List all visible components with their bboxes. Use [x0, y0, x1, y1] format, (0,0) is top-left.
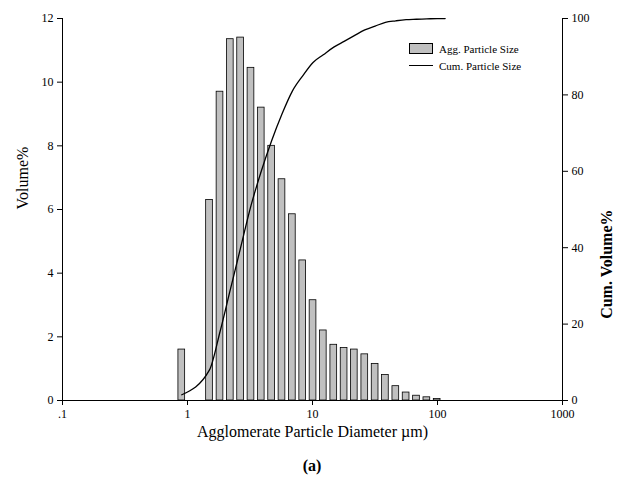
html-text:Agg. Particle Size: Agg. Particle Size [439, 42, 519, 55]
svg-text:20: 20 [572, 317, 584, 331]
svg-text:80: 80 [572, 88, 584, 102]
svg-text:2: 2 [48, 330, 54, 344]
svg-text:1: 1 [185, 407, 191, 421]
svg-text:40: 40 [572, 241, 584, 255]
svg-text:10: 10 [42, 75, 54, 89]
html-text:Cum. Particle Size: Cum. Particle Size [439, 59, 522, 72]
svg-text:Cum. Volume%: Cum. Volume% [598, 210, 615, 319]
svg-text:100: 100 [572, 11, 590, 25]
svg-text:.1: .1 [58, 407, 67, 421]
svg-text:4: 4 [48, 266, 54, 280]
svg-text:1000: 1000 [551, 407, 575, 421]
svg-text:0: 0 [572, 393, 578, 407]
svg-text:8: 8 [48, 139, 54, 153]
svg-text:10: 10 [307, 407, 319, 421]
svg-text:12: 12 [42, 11, 54, 25]
svg-text:60: 60 [572, 164, 584, 178]
svg-text:6: 6 [48, 202, 54, 216]
svg-text:Agglomerate Particle Diameter: Agglomerate Particle Diameter µm) [197, 423, 428, 441]
svg-text:0: 0 [48, 393, 54, 407]
html-text:(a): (a) [302, 457, 322, 474]
svg-text:Volume%: Volume% [14, 147, 31, 210]
svg-text:100: 100 [429, 407, 447, 421]
